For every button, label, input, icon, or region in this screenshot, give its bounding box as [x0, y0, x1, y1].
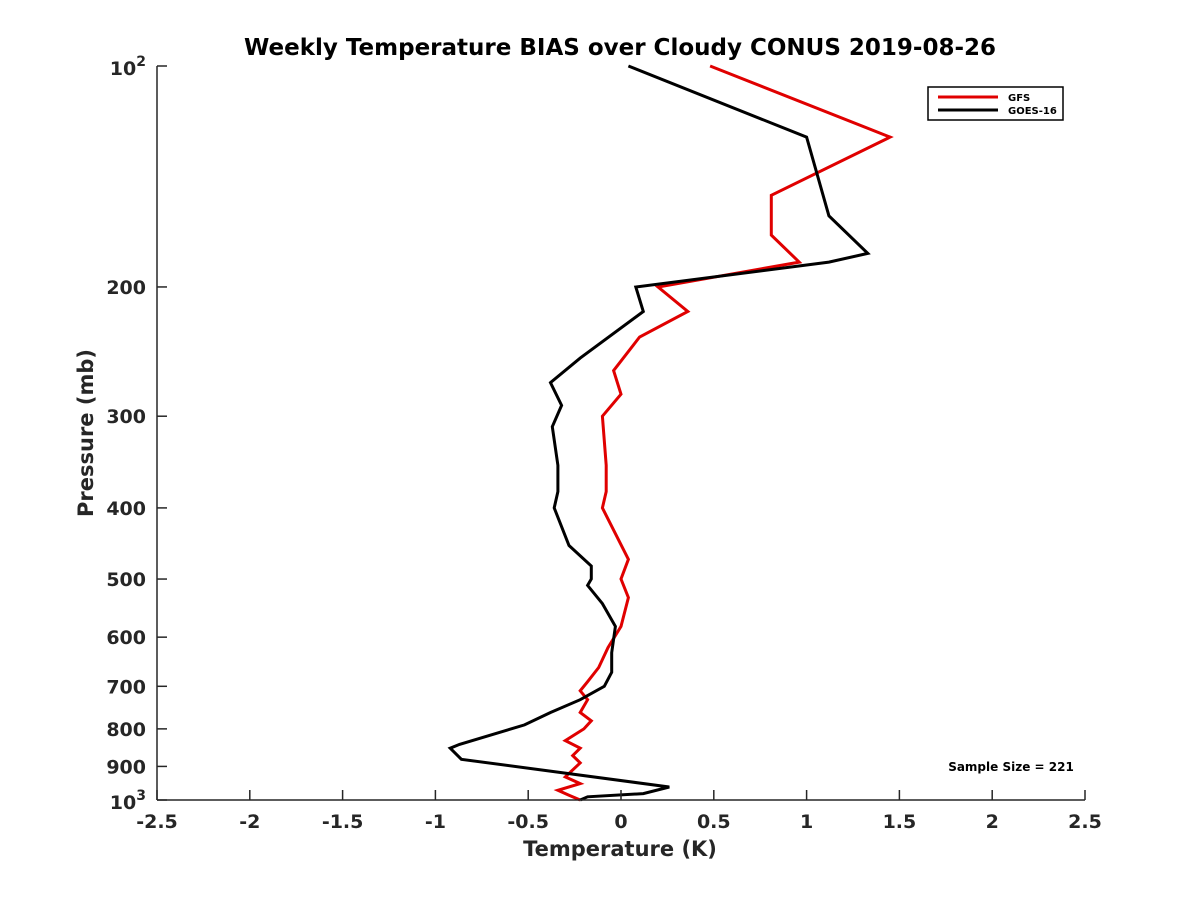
sample-size-annotation: Sample Size = 221	[948, 760, 1074, 774]
y-tick-label: 700	[106, 676, 146, 698]
x-tick-label: 0.5	[697, 811, 731, 833]
y-axis-label: Pressure (mb)	[74, 349, 98, 517]
plot-lines	[447, 64, 894, 802]
x-tick-label: 0	[614, 811, 627, 833]
y-tick-label: 600	[106, 627, 146, 649]
x-axis-label: Temperature (K)	[523, 837, 717, 861]
x-tick-label: -1	[425, 811, 446, 833]
series-line-goes-16	[447, 64, 871, 802]
y-tick-label: 102	[110, 54, 146, 80]
x-tick-label: -2	[239, 811, 260, 833]
chart-title: Weekly Temperature BIAS over Cloudy CONU…	[244, 35, 996, 61]
x-tick-label: -2.5	[136, 811, 178, 833]
y-tick-label: 500	[106, 569, 146, 591]
legend-label: GOES-16	[1008, 106, 1057, 117]
legend-box	[927, 86, 1064, 121]
legend-label: GFS	[1008, 93, 1030, 104]
x-tick-label: 1.5	[883, 811, 917, 833]
y-tick-label: 103	[110, 788, 146, 814]
x-tick-label: -1.5	[322, 811, 364, 833]
y-tick-label: 400	[106, 498, 146, 520]
y-tick-label: 800	[106, 719, 146, 741]
series-line-gfs	[553, 64, 894, 802]
axes: -2.5 -2 -1.5 -1 -0.5 0 0.5 1 1.5 2 2.5 102 200 300 400…	[106, 54, 1102, 833]
x-tick-label: 2	[986, 811, 999, 833]
x-tick-label: -0.5	[507, 811, 549, 833]
x-tick-label: 2.5	[1068, 811, 1102, 833]
legend: GFS GOES-16	[927, 86, 1064, 121]
x-tick-label: 1	[800, 811, 813, 833]
y-tick-label: 300	[106, 406, 146, 428]
y-tick-label: 200	[106, 277, 146, 299]
y-tick-label: 900	[106, 756, 146, 778]
